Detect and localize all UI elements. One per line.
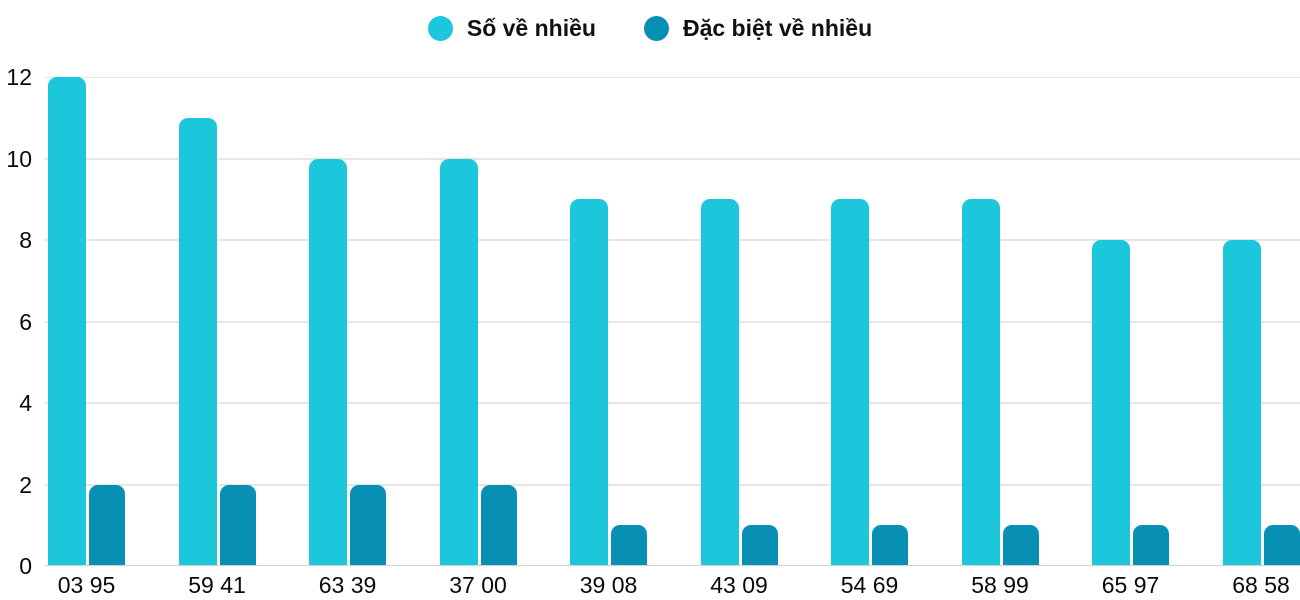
bar-group	[309, 77, 440, 566]
bar-so-ve-nhieu	[570, 199, 608, 566]
bar-group	[700, 77, 832, 566]
x-category-label: 54 69	[840, 572, 899, 598]
bar-so-ve-nhieu	[309, 158, 347, 566]
y-tick-label: 8	[19, 227, 32, 254]
x-axis-cell: 03 95	[48, 572, 179, 598]
gridline	[45, 483, 1300, 486]
bar-group	[570, 77, 701, 566]
bar-dac-biet-ve-nhieu	[1133, 525, 1169, 566]
x-category-label: 37 00	[449, 572, 507, 598]
y-tick-label: 12	[6, 64, 32, 90]
gridline	[45, 320, 1300, 323]
x-axis-cell: 54 69	[831, 572, 962, 598]
legend-label-primary: Số về nhiều	[466, 15, 596, 41]
bar-so-ve-nhieu	[961, 199, 1000, 566]
y-tick-label: 2	[19, 471, 32, 498]
x-category-label: 65 97	[1101, 572, 1160, 598]
x-category-label: 68 58	[1232, 572, 1290, 598]
x-axis-cell: 59 41	[179, 572, 310, 598]
bar-dac-biet-ve-nhieu	[89, 484, 125, 566]
bar-group	[1092, 77, 1223, 566]
y-tick-label: 10	[6, 145, 32, 172]
x-category-label: 39 08	[579, 572, 638, 598]
x-axis: 03 95 59 41 63 39 37 00 39 08 43 09 54 69 58 99…	[48, 572, 1300, 598]
y-tick-label: 4	[19, 390, 32, 417]
x-axis-cell: 37 00	[440, 572, 571, 598]
bar-group	[439, 77, 571, 566]
y-tick-label: 0	[19, 553, 32, 579]
bar-so-ve-nhieu	[178, 117, 217, 566]
bar-dac-biet-ve-nhieu	[219, 484, 256, 566]
legend-label-secondary: Đặc biệt về nhiều	[682, 15, 873, 41]
x-axis-cell: 65 97	[1092, 572, 1223, 598]
bar-so-ve-nhieu	[831, 199, 869, 566]
x-category-label: 58 99	[971, 572, 1029, 598]
y-axis: 0 2 4 6 8 10 12	[0, 65, 34, 578]
x-category-label: 63 39	[318, 572, 377, 598]
bar-dac-biet-ve-nhieu	[872, 525, 908, 566]
bar-group	[1222, 77, 1300, 566]
y-tick-label: 6	[19, 308, 32, 335]
bar-dac-biet-ve-nhieu	[741, 525, 778, 566]
gridline	[45, 77, 1300, 78]
bar-so-ve-nhieu	[1092, 240, 1130, 566]
x-category-label: 43 09	[710, 572, 768, 598]
bar-group	[178, 77, 310, 566]
legend-dot-secondary-icon	[643, 15, 669, 41]
gridline	[45, 239, 1300, 242]
gridline	[45, 402, 1300, 405]
bar-so-ve-nhieu	[700, 199, 739, 566]
bar-dac-biet-ve-nhieu	[1263, 525, 1300, 566]
chart-legend: Số về nhiều Đặc biệt về nhiều	[0, 12, 1300, 44]
x-category-label: 59 41	[188, 572, 246, 598]
legend-dot-primary-icon	[427, 15, 453, 41]
x-axis-cell: 63 39	[309, 572, 440, 598]
gridline	[45, 157, 1300, 160]
bar-dac-biet-ve-nhieu	[350, 484, 386, 566]
bar-dac-biet-ve-nhieu	[611, 525, 647, 566]
legend-item-so-ve-nhieu[interactable]: Số về nhiều	[427, 12, 596, 44]
bar-group	[961, 77, 1093, 566]
legend-item-dac-biet-ve-nhieu[interactable]: Đặc biệt về nhiều	[643, 12, 873, 44]
x-category-label: 03 95	[57, 572, 116, 598]
x-axis-cell: 68 58	[1223, 572, 1300, 598]
bar-dac-biet-ve-nhieu	[1002, 525, 1039, 566]
bar-dac-biet-ve-nhieu	[480, 484, 517, 566]
bar-group	[48, 77, 179, 566]
x-axis-cell: 43 09	[701, 572, 832, 598]
x-axis-cell: 39 08	[570, 572, 701, 598]
bar-groups	[48, 77, 1300, 566]
x-axis-cell: 58 99	[962, 572, 1093, 598]
bar-so-ve-nhieu	[48, 77, 86, 566]
bar-so-ve-nhieu	[1222, 240, 1261, 566]
x-baseline	[45, 565, 1300, 566]
bar-group	[831, 77, 962, 566]
bar-so-ve-nhieu	[439, 158, 478, 566]
plot-area	[45, 77, 1300, 566]
